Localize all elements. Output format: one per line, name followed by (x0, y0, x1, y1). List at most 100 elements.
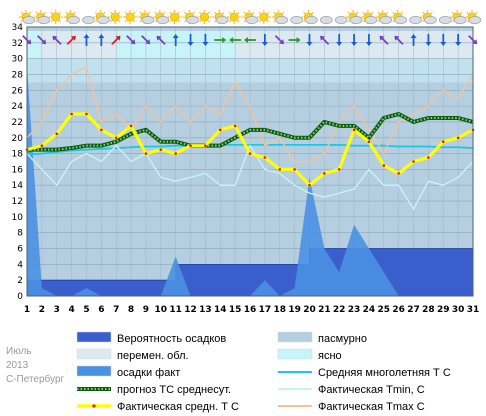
actual-mean-point (367, 140, 371, 144)
sun-ray (347, 20, 350, 23)
wind-arrow-head (83, 34, 90, 38)
sun-icon (197, 10, 212, 24)
sky-cover-band (368, 31, 385, 59)
plot-frame (26, 26, 474, 297)
cloud-shape (305, 16, 318, 24)
wind-arrow-icon (274, 35, 284, 45)
y-tick-label: 28 (12, 70, 24, 80)
series-forecast (27, 112, 474, 151)
sun-ray (95, 11, 98, 14)
sun-ray (362, 11, 365, 14)
actual-mean-point (278, 168, 282, 171)
city-label: С-Петербург (6, 373, 65, 385)
wind-arrow-head (306, 42, 313, 46)
sky-cover-band (250, 31, 266, 59)
sun-ray (392, 11, 395, 14)
wind-arrow-icon (52, 35, 62, 45)
sun-ray (177, 20, 180, 23)
x-tick-label: 5 (83, 305, 89, 315)
wind-arrow-head (336, 42, 343, 46)
sky-cover-band (41, 31, 58, 59)
cloud-shape (319, 16, 333, 24)
legend-swatch (277, 348, 313, 360)
sky-cover-band (190, 31, 206, 59)
x-tick-label: 20 (303, 305, 316, 315)
x-tick-label: 31 (467, 305, 480, 315)
sun-icon (256, 10, 271, 24)
actual-mean-point (218, 128, 222, 132)
wind-arrow-head (365, 42, 372, 46)
wind-arrow-icon (440, 34, 447, 46)
legend: Вероятность осадков пасмурно перемен. обл.… (76, 331, 451, 413)
sun-icon (123, 10, 138, 24)
sun-cloud-icon (271, 10, 289, 24)
sun-ray (148, 11, 151, 14)
cloud-icon (82, 16, 95, 24)
sun-cloud-icon (242, 10, 259, 24)
sun-ray (192, 11, 195, 14)
legend-swatch (76, 348, 112, 360)
cloud-shape (22, 16, 36, 24)
x-tick-label: 15 (229, 305, 242, 315)
legend-label: перемен. обл. (117, 350, 189, 362)
sun-cloud-icon (465, 10, 482, 24)
sun-ray (392, 20, 395, 23)
actual-mean-point (248, 152, 252, 155)
wind-arrow-icon (172, 34, 179, 46)
sun-ray (118, 11, 121, 14)
wind-arrow-head (26, 39, 32, 45)
sun-icon (167, 10, 182, 24)
sun-ray (162, 11, 166, 14)
cloud-shape (275, 16, 289, 24)
cloud-shape (453, 16, 467, 24)
sky-cover-band (131, 31, 147, 59)
actual-mean-point (263, 156, 267, 159)
sun-cloud-icon (450, 10, 467, 24)
sun-ray (50, 20, 53, 23)
actual-mean-point (412, 160, 415, 163)
sun-icon (108, 10, 123, 24)
sun-ray (118, 20, 121, 23)
wind-arrow-head (145, 39, 151, 45)
wind-arrow-head (202, 42, 209, 46)
actual-mean-point (85, 112, 88, 116)
cloud-shape (349, 16, 363, 24)
sun-ray (273, 20, 276, 23)
actual-mean-point (456, 136, 460, 140)
sun-ray (422, 20, 425, 23)
wind-arrow-head (425, 42, 432, 46)
x-tick-label: 13 (199, 305, 212, 315)
wind-arrow-head (455, 42, 462, 46)
sun-ray (267, 20, 270, 23)
wind-arrow-icon (214, 37, 227, 43)
wind-arrow-head (244, 37, 248, 43)
sun-ray (273, 11, 276, 14)
wind-arrow-head (156, 35, 162, 41)
y-tick-label: 18 (12, 150, 24, 160)
month-label: Июль (6, 346, 32, 357)
sun-ray (199, 11, 202, 14)
wind-arrow-head (472, 39, 478, 45)
sun-cloud-icon (346, 10, 363, 24)
legend-swatch (76, 331, 112, 343)
sun-ray (73, 11, 76, 14)
x-tick-label: 28 (422, 305, 435, 315)
y-tick-label: 20 (12, 134, 24, 144)
wind-arrow-icon (410, 34, 417, 46)
sun-ray (139, 20, 142, 23)
legend-swatch (76, 365, 112, 377)
sun-cloud-icon (182, 10, 199, 24)
legend-item: Вероятность осадков (76, 331, 226, 345)
sun-icon (48, 10, 63, 24)
sky-cover-band (383, 31, 400, 59)
y-tick-label: 6 (17, 245, 23, 255)
sun-ray (475, 11, 478, 14)
sky-cover-band (354, 31, 370, 59)
sun-ray (124, 11, 127, 14)
sun-ray (169, 20, 172, 23)
sky-cover-band (413, 31, 429, 59)
x-tick-label: 8 (128, 305, 134, 315)
x-tick-label: 11 (169, 305, 182, 315)
x-tick-label: 1 (24, 305, 30, 315)
sun-cloud-icon (63, 10, 80, 24)
